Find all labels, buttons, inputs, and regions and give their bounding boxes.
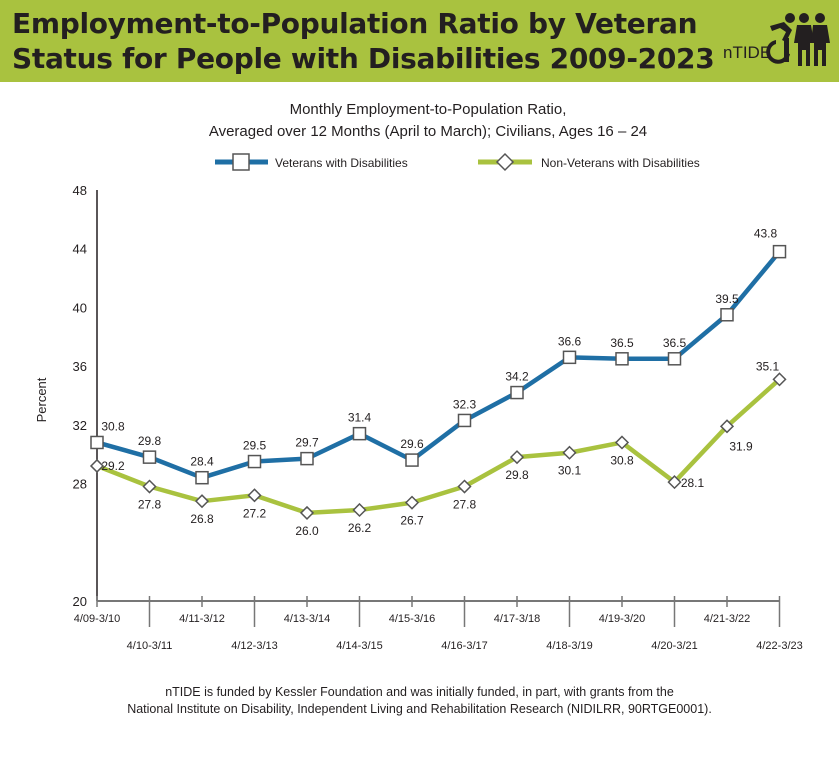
x-tick-label: 4/17-3/18 bbox=[494, 613, 540, 625]
y-tick-label: 28 bbox=[73, 477, 87, 492]
y-tick-label: 40 bbox=[73, 300, 87, 315]
veterans-data-point bbox=[352, 426, 367, 441]
legend-nonveterans-marker bbox=[495, 152, 515, 172]
y-tick-label: 44 bbox=[73, 242, 87, 257]
veterans-data-label: 43.8 bbox=[754, 227, 778, 241]
nonveterans-data-point bbox=[614, 435, 630, 450]
x-tick-label: 4/19-3/20 bbox=[599, 613, 645, 625]
nonveterans-data-point bbox=[142, 479, 157, 494]
nonveterans-data-label: 30.1 bbox=[558, 464, 582, 478]
y-tick-label: 20 bbox=[73, 594, 87, 609]
veterans-data-label: 34.2 bbox=[505, 370, 529, 384]
title-line-2: Status for People with Disabilities 2009… bbox=[12, 42, 715, 75]
funding-note-line-1: nTIDE is funded by Kessler Foundation an… bbox=[165, 685, 674, 699]
x-tick-label: 4/15-3/16 bbox=[389, 613, 435, 625]
veterans-data-label: 29.5 bbox=[243, 439, 267, 453]
x-tick-label: 4/09-3/10 bbox=[74, 613, 120, 625]
nonveterans-data-point bbox=[772, 372, 787, 387]
y-tick-label: 48 bbox=[73, 183, 87, 198]
x-tick-label: 4/12-3/13 bbox=[231, 640, 277, 652]
veterans-data-point bbox=[667, 352, 682, 366]
chart-title-line-2: Averaged over 12 Months (April to March)… bbox=[209, 123, 647, 140]
x-tick-label: 4/16-3/17 bbox=[441, 640, 487, 652]
nonveterans-data-label: 26.2 bbox=[348, 521, 372, 535]
veterans-data-point bbox=[510, 385, 524, 400]
veterans-data-point bbox=[615, 352, 629, 366]
nonveterans-series-line bbox=[96, 377, 782, 516]
veterans-data-point bbox=[300, 451, 314, 466]
nonveterans-data-label: 27.8 bbox=[138, 498, 162, 512]
x-tick-label: 4/21-3/22 bbox=[704, 613, 750, 625]
veterans-data-point bbox=[142, 450, 157, 464]
legend-veterans-label: Veterans with Disabilities bbox=[275, 156, 408, 170]
veterans-data-point bbox=[195, 470, 209, 485]
ntide-logo: nTIDE bbox=[723, 13, 830, 66]
nonveterans-data-label: 27.2 bbox=[243, 506, 267, 520]
nonveterans-data-label: 35.1 bbox=[756, 359, 780, 373]
veterans-data-label: 28.4 bbox=[190, 455, 214, 469]
veterans-data-label: 36.6 bbox=[558, 334, 582, 348]
veterans-data-label: 31.4 bbox=[348, 411, 372, 425]
nonveterans-data-point bbox=[457, 479, 472, 494]
chart-title-line-1: Monthly Employment-to-Population Ratio, bbox=[290, 101, 567, 118]
y-tick-label: 32 bbox=[73, 418, 87, 433]
veterans-data-point bbox=[772, 244, 787, 259]
veterans-data-label: 29.7 bbox=[295, 436, 319, 450]
nonveterans-data-label: 27.8 bbox=[453, 498, 477, 512]
header-banner: Employment-to-Population Ratio by Vetera… bbox=[0, 0, 839, 82]
x-tick-label: 4/13-3/14 bbox=[284, 613, 330, 625]
nonveterans-data-point bbox=[719, 419, 735, 434]
x-tick-label: 4/10-3/11 bbox=[127, 640, 173, 652]
x-tick-label: 4/14-3/15 bbox=[336, 640, 382, 652]
legend-nonveterans-label: Non-Veterans with Disabilities bbox=[541, 156, 700, 170]
page-title: Employment-to-Population Ratio by Vetera… bbox=[12, 6, 715, 76]
funding-note: nTIDE is funded by Kessler Foundation an… bbox=[0, 684, 839, 718]
nonveterans-data-label: 29.8 bbox=[505, 468, 529, 482]
veterans-data-label: 29.8 bbox=[138, 434, 162, 448]
nonveterans-data-point bbox=[667, 475, 682, 490]
veterans-data-point bbox=[90, 435, 104, 450]
nonveterans-data-point bbox=[404, 495, 420, 510]
veterans-data-point bbox=[247, 454, 262, 469]
nonveterans-data-label: 30.8 bbox=[610, 453, 634, 467]
nonveterans-data-point bbox=[509, 450, 525, 465]
nonveterans-data-point bbox=[562, 445, 577, 460]
x-tick-label: 4/11-3/12 bbox=[179, 613, 225, 625]
nonveterans-data-label: 26.0 bbox=[295, 524, 319, 538]
veterans-data-label: 32.3 bbox=[453, 397, 477, 411]
nonveterans-data-point bbox=[352, 502, 367, 518]
x-tick-label: 4/20-3/21 bbox=[651, 640, 697, 652]
logo-text: nTIDE bbox=[723, 43, 771, 62]
veterans-data-label: 29.6 bbox=[400, 437, 424, 451]
x-tick-label: 4/18-3/19 bbox=[546, 640, 592, 652]
x-tick-label: 4/22-3/23 bbox=[756, 640, 802, 652]
veterans-data-label: 36.5 bbox=[610, 336, 634, 350]
y-axis-label: Percent bbox=[34, 377, 49, 422]
veterans-data-point bbox=[457, 413, 472, 428]
y-tick-label: 36 bbox=[73, 359, 87, 374]
legend-veterans-marker bbox=[232, 153, 250, 171]
line-chart: Monthly Employment-to-Population Ratio, … bbox=[34, 101, 803, 652]
nonveterans-data-point bbox=[299, 505, 315, 520]
nonveterans-data-point bbox=[89, 458, 105, 474]
nonveterans-data-label: 31.9 bbox=[729, 439, 753, 453]
legend: Veterans with Disabilities Non-Veterans … bbox=[215, 152, 700, 172]
veterans-data-label: 30.8 bbox=[101, 419, 125, 433]
veterans-data-point bbox=[720, 308, 734, 322]
nonveterans-data-point bbox=[247, 488, 262, 503]
veterans-data-point bbox=[562, 350, 577, 365]
nonveterans-data-label: 28.1 bbox=[681, 476, 705, 490]
nonveterans-data-label: 26.8 bbox=[190, 512, 214, 526]
veterans-data-label: 39.5 bbox=[715, 292, 739, 306]
veterans-series-line bbox=[96, 250, 782, 480]
nonveterans-data-label: 29.2 bbox=[101, 459, 125, 473]
nonveterans-data-label: 26.7 bbox=[400, 514, 424, 528]
veterans-data-label: 36.5 bbox=[663, 336, 687, 350]
title-line-1: Employment-to-Population Ratio by Vetera… bbox=[12, 7, 698, 40]
wheelchair-people-icon bbox=[766, 13, 830, 66]
nonveterans-data-point bbox=[194, 494, 210, 509]
funding-note-line-2: National Institute on Disability, Indepe… bbox=[127, 702, 712, 716]
veterans-data-point bbox=[405, 453, 419, 467]
